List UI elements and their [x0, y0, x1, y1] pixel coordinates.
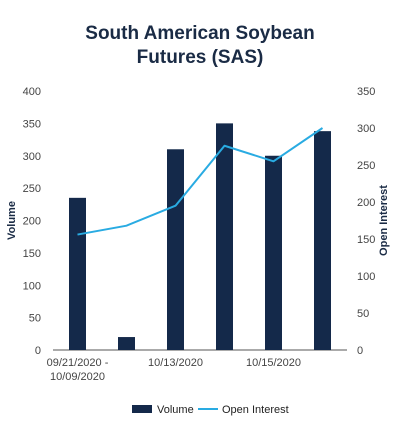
volume-bar	[69, 197, 86, 350]
left-tick-label: 300	[23, 151, 41, 163]
chart-title-line-2: Futures (SAS)	[136, 47, 264, 68]
right-axis-title: Open Interest	[378, 185, 390, 256]
left-axis-title: Volume	[6, 201, 18, 240]
open-interest-line	[77, 127, 324, 236]
right-tick-label: 0	[357, 345, 363, 357]
left-tick-label: 100	[23, 280, 41, 292]
open-interest-line-layer	[77, 127, 324, 236]
volume-bar	[167, 149, 184, 350]
left-tick-label: 250	[23, 183, 41, 195]
legend-open-interest-label: Open Interest	[222, 404, 289, 416]
right-tick-label: 300	[357, 123, 375, 135]
legend: Volume Open Interest	[132, 404, 289, 416]
volume-bars	[69, 123, 331, 350]
left-tick-label: 200	[23, 216, 41, 228]
right-tick-label: 50	[357, 308, 369, 320]
left-tick-label: 350	[23, 118, 41, 130]
left-axis-ticks: 0 50 100 150 200 250 300 350 400	[23, 86, 41, 357]
x-tick-label: 10/13/2020	[148, 357, 203, 369]
x-tick-label: 09/21/2020 -10/09/2020	[47, 357, 109, 383]
left-tick-label: 150	[23, 248, 41, 260]
right-tick-label: 250	[357, 160, 375, 172]
chart-title-line-1: South American Soybean	[85, 23, 315, 44]
right-tick-label: 200	[357, 197, 375, 209]
chart-title: South American Soybean Futures (SAS)	[0, 22, 400, 70]
volume-bar	[216, 123, 233, 350]
x-tick-label: 10/15/2020	[246, 357, 301, 369]
right-tick-label: 150	[357, 234, 375, 246]
x-axis-ticks: 09/21/2020 -10/09/2020 10/13/2020 10/15/20…	[47, 357, 301, 383]
legend-volume-swatch	[132, 405, 152, 413]
volume-bar	[265, 155, 282, 350]
right-tick-label: 350	[357, 86, 375, 98]
legend-volume-label: Volume	[157, 404, 194, 416]
left-tick-label: 400	[23, 86, 41, 98]
right-axis-ticks: 0 50 100 150 200 250 300 350	[357, 86, 375, 357]
left-tick-label: 50	[29, 313, 41, 325]
volume-bar	[314, 131, 331, 350]
left-tick-label: 0	[35, 345, 41, 357]
volume-bar	[118, 337, 135, 350]
right-tick-label: 100	[357, 271, 375, 283]
